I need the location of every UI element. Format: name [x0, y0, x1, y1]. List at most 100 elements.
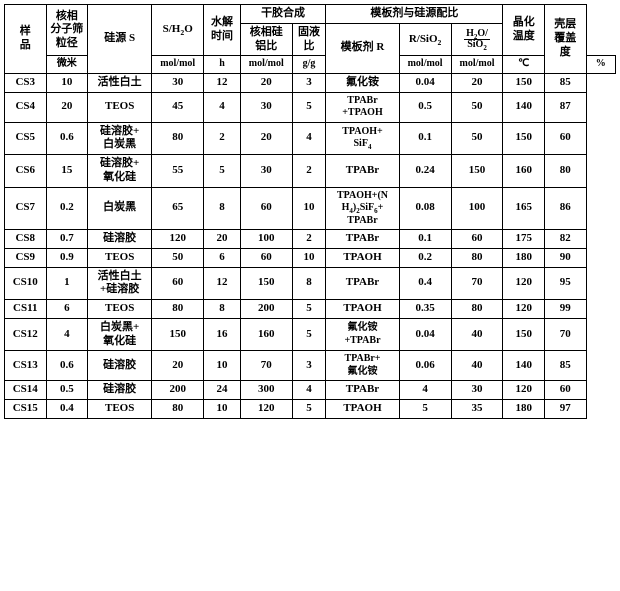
cell-si-source: 白炭黑+氧化硅 [88, 318, 152, 351]
cell-si-source: 白炭黑 [88, 187, 152, 230]
hdr-dry-gel-sl: 固液比 [292, 23, 326, 56]
cell-r-sio2: 0.04 [399, 318, 451, 351]
cell-hydrolysis-time: 20 [204, 230, 241, 249]
table-row: CS50.6硅溶胶+白炭黑802204TPAOH+SiF40.15015060 [5, 122, 616, 155]
cell-coverage: 60 [545, 381, 587, 400]
cell-s-h2o: 55 [152, 155, 204, 188]
data-table: 样品 核相分子筛粒径 硅源 S S/H2O 水解时间 干胶合成 模板剂与硅源配比… [4, 4, 616, 419]
cell-coverage: 99 [545, 300, 587, 319]
cell-id: CS6 [5, 155, 47, 188]
cell-h2o-sio2: 40 [451, 351, 503, 381]
cell-temp: 120 [503, 267, 545, 300]
hdr-template-group: 模板剂与硅源配比 [326, 5, 503, 24]
cell-si-source: 活性白土 [88, 73, 152, 92]
cell-s-h2o: 60 [152, 267, 204, 300]
hdr-hydrolysis-time: 水解时间 [204, 5, 241, 56]
hdr-si-source: 硅源 S [88, 5, 152, 74]
table-row: CS615硅溶胶+氧化硅555302TPABr0.2415016080 [5, 155, 616, 188]
cell-si-al: 150 [240, 267, 292, 300]
cell-template-r: TPABr [326, 230, 399, 249]
cell-id: CS11 [5, 300, 47, 319]
cell-r-sio2: 0.5 [399, 92, 451, 122]
cell-sl-ratio: 10 [292, 248, 326, 267]
cell-hydrolysis-time: 8 [204, 300, 241, 319]
cell-r-sio2: 0.04 [399, 73, 451, 92]
unit-r-sio2: mol/mol [399, 56, 451, 74]
cell-sl-ratio: 2 [292, 230, 326, 249]
cell-coverage: 85 [545, 351, 587, 381]
cell-temp: 140 [503, 92, 545, 122]
cell-template-r: TPAOH [326, 300, 399, 319]
table-row: CS124白炭黑+氧化硅150161605氟化铵+TPABr0.04401507… [5, 318, 616, 351]
cell-core: 0.5 [46, 381, 88, 400]
cell-si-source: 硅溶胶 [88, 381, 152, 400]
hdr-dry-gel-group: 干胶合成 [240, 5, 326, 24]
cell-id: CS12 [5, 318, 47, 351]
cell-hydrolysis-time: 12 [204, 267, 241, 300]
hdr-template-r: 模板剂 R [326, 23, 399, 73]
cell-si-al: 160 [240, 318, 292, 351]
cell-template-r: TPAOH [326, 400, 399, 419]
cell-r-sio2: 0.24 [399, 155, 451, 188]
cell-si-al: 60 [240, 248, 292, 267]
cell-r-sio2: 0.4 [399, 267, 451, 300]
cell-hydrolysis-time: 8 [204, 187, 241, 230]
cell-s-h2o: 45 [152, 92, 204, 122]
cell-template-r: 氟化铵+TPABr [326, 318, 399, 351]
table-row: CS70.2白炭黑6586010TPAOH+(NH4)2SiF6+TPABr0.… [5, 187, 616, 230]
cell-si-source: 硅溶胶 [88, 230, 152, 249]
cell-coverage: 80 [545, 155, 587, 188]
cell-si-source: TEOS [88, 400, 152, 419]
table-row: CS150.4TEOS80101205TPAOH53518097 [5, 400, 616, 419]
cell-h2o-sio2: 80 [451, 300, 503, 319]
cell-si-al: 100 [240, 230, 292, 249]
cell-template-r: TPABr [326, 155, 399, 188]
cell-s-h2o: 80 [152, 122, 204, 155]
hdr-h2o-sio2: H2O/ SiO2 [451, 23, 503, 56]
cell-r-sio2: 4 [399, 381, 451, 400]
cell-r-sio2: 5 [399, 400, 451, 419]
cell-id: CS8 [5, 230, 47, 249]
cell-h2o-sio2: 50 [451, 122, 503, 155]
cell-h2o-sio2: 30 [451, 381, 503, 400]
cell-template-r: TPABr+TPAOH [326, 92, 399, 122]
cell-hydrolysis-time: 10 [204, 400, 241, 419]
cell-core: 4 [46, 318, 88, 351]
cell-sl-ratio: 5 [292, 300, 326, 319]
cell-id: CS14 [5, 381, 47, 400]
cell-core: 20 [46, 92, 88, 122]
cell-id: CS7 [5, 187, 47, 230]
cell-temp: 120 [503, 300, 545, 319]
cell-temp: 150 [503, 318, 545, 351]
cell-coverage: 70 [545, 318, 587, 351]
hdr-dry-gel-si-al: 核相硅铝比 [240, 23, 292, 56]
cell-s-h2o: 120 [152, 230, 204, 249]
unit-h2o-sio2: mol/mol [451, 56, 503, 74]
cell-si-al: 30 [240, 92, 292, 122]
cell-id: CS15 [5, 400, 47, 419]
cell-r-sio2: 0.35 [399, 300, 451, 319]
cell-temp: 150 [503, 73, 545, 92]
cell-hydrolysis-time: 5 [204, 155, 241, 188]
cell-si-source: 硅溶胶+氧化硅 [88, 155, 152, 188]
cell-core: 0.7 [46, 230, 88, 249]
cell-sl-ratio: 2 [292, 155, 326, 188]
cell-temp: 180 [503, 400, 545, 419]
cell-temp: 165 [503, 187, 545, 230]
cell-template-r: TPABr [326, 267, 399, 300]
cell-temp: 120 [503, 381, 545, 400]
cell-sl-ratio: 5 [292, 92, 326, 122]
cell-core: 10 [46, 73, 88, 92]
cell-id: CS9 [5, 248, 47, 267]
cell-hydrolysis-time: 4 [204, 92, 241, 122]
table-row: CS310活性白土3012203氟化铵0.042015085 [5, 73, 616, 92]
cell-temp: 140 [503, 351, 545, 381]
table-row: CS420TEOS454305TPABr+TPAOH0.55014087 [5, 92, 616, 122]
cell-hydrolysis-time: 10 [204, 351, 241, 381]
cell-s-h2o: 80 [152, 400, 204, 419]
cell-si-al: 70 [240, 351, 292, 381]
cell-si-source: 硅溶胶+白炭黑 [88, 122, 152, 155]
cell-temp: 180 [503, 248, 545, 267]
table-row: CS130.6硅溶胶2010703TPABr+氟化铵0.064014085 [5, 351, 616, 381]
cell-r-sio2: 0.1 [399, 230, 451, 249]
